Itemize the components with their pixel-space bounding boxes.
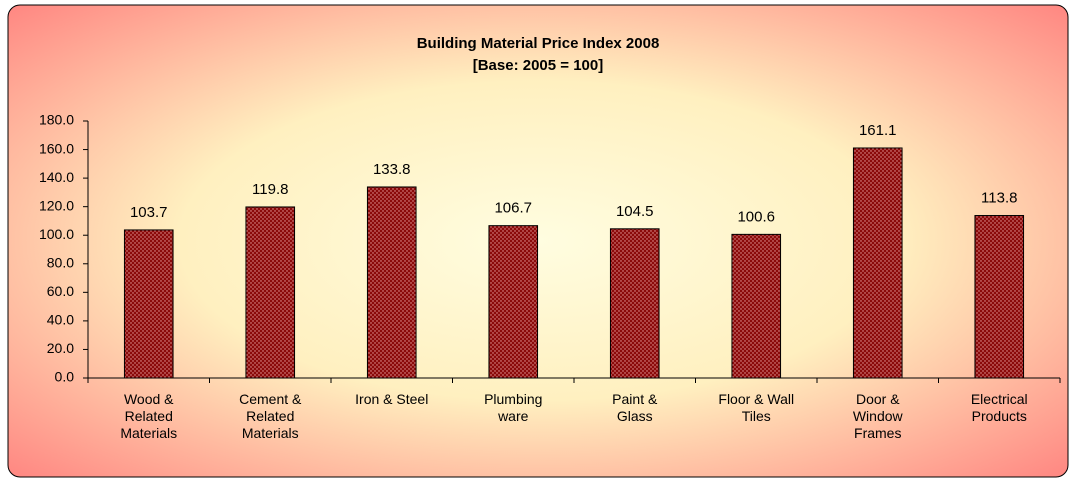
y-tick-label: 160.0 bbox=[39, 140, 74, 156]
bar bbox=[245, 206, 296, 379]
chart-title: Building Material Price Index 2008 bbox=[417, 35, 660, 52]
bar bbox=[609, 228, 660, 379]
x-tick-label: Floor & Wall Tiles bbox=[718, 391, 795, 424]
x-tick-label: Iron & Steel bbox=[355, 391, 429, 407]
chart-subtitle: [Base: 2005 = 100] bbox=[473, 57, 604, 74]
x-tick-label: Wood & Related Materials bbox=[120, 391, 178, 441]
data-label: 100.6 bbox=[737, 208, 775, 225]
x-tick-label: Cement & Related Materials bbox=[239, 391, 302, 441]
bar bbox=[974, 215, 1025, 379]
y-tick-label: 20.0 bbox=[47, 340, 74, 356]
y-tick-label: 0.0 bbox=[55, 369, 75, 385]
data-label: 133.8 bbox=[373, 161, 411, 178]
y-tick-label: 60.0 bbox=[47, 283, 74, 299]
x-tick-label: Door & Window Frames bbox=[852, 391, 903, 441]
y-tick-label: 180.0 bbox=[39, 112, 74, 128]
y-tick-label: 80.0 bbox=[47, 254, 74, 270]
x-tick-label-box: Electrical Products bbox=[970, 391, 1028, 424]
data-label: 113.8 bbox=[981, 189, 1017, 206]
x-tick-label-box: Iron & Steel bbox=[355, 391, 429, 407]
x-tick-label: Plumbing ware bbox=[484, 391, 543, 424]
data-label: 103.7 bbox=[130, 204, 168, 221]
data-label: 119.8 bbox=[252, 181, 288, 198]
x-tick-label-box: Floor & Wall Tiles bbox=[718, 391, 795, 424]
bar bbox=[123, 229, 174, 379]
bar bbox=[488, 225, 539, 379]
y-tick-label: 140.0 bbox=[39, 169, 74, 185]
x-tick-label-box: Door & Window Frames bbox=[852, 391, 903, 441]
x-tick-label-box: Wood & Related Materials bbox=[120, 391, 178, 441]
x-tick-label: Electrical Products bbox=[970, 391, 1028, 424]
y-tick-label: 120.0 bbox=[39, 197, 74, 213]
bar bbox=[852, 147, 903, 379]
data-label: 106.7 bbox=[494, 200, 532, 217]
x-tick-label: Paint & Glass bbox=[612, 391, 658, 424]
x-tick-label-box: Plumbing ware bbox=[484, 391, 543, 424]
bar bbox=[366, 186, 417, 379]
bar bbox=[731, 233, 782, 379]
data-label: 161.1 bbox=[859, 122, 897, 139]
x-tick-label-box: Paint & Glass bbox=[612, 391, 658, 424]
y-tick-label: 40.0 bbox=[47, 312, 74, 328]
data-label: 104.5 bbox=[616, 203, 654, 220]
y-tick-label: 100.0 bbox=[39, 226, 74, 242]
x-tick-label-box: Cement & Related Materials bbox=[239, 391, 302, 441]
